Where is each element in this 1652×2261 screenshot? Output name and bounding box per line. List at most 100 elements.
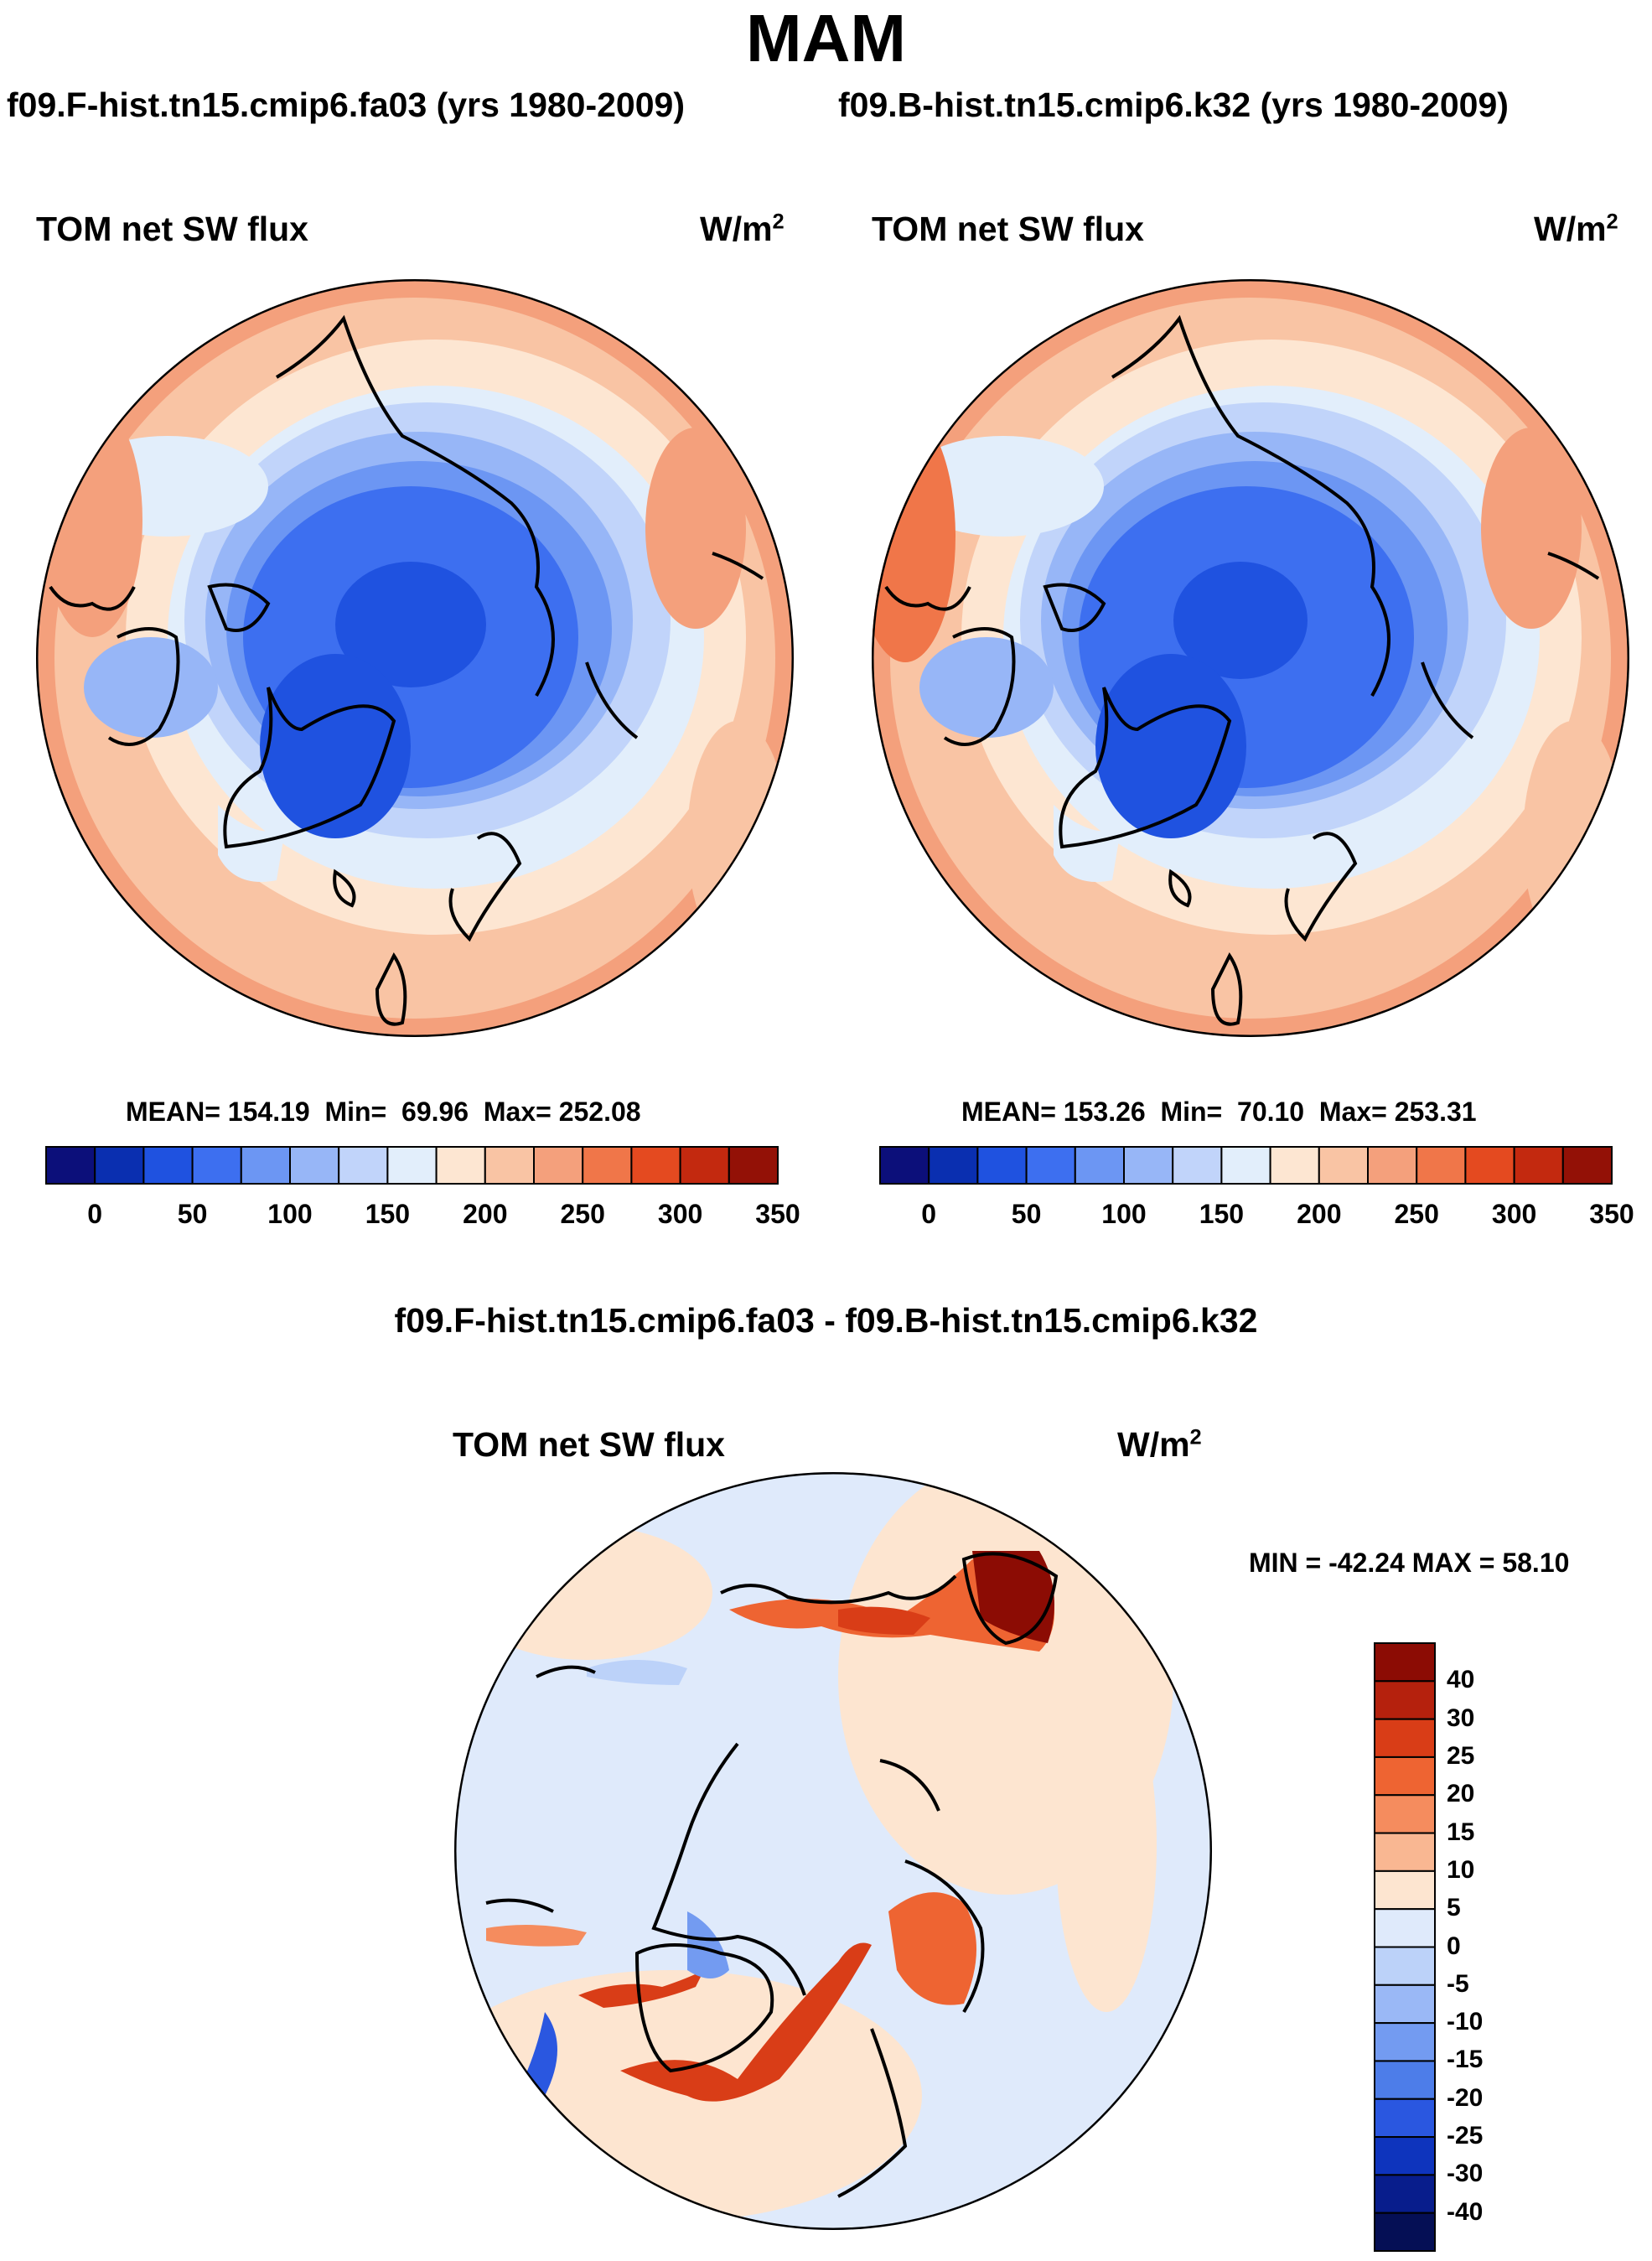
diff-title: f09.F-hist.tn15.cmip6.fa03 - f09.B-hist.…	[394, 1301, 1258, 1340]
variable-label-right: TOM net SW flux	[872, 210, 1144, 248]
colorbar-swatch	[582, 1146, 633, 1185]
case-label-left: f09.F-hist.tn15.cmip6.fa03 (yrs 1980-200…	[7, 86, 685, 124]
colorbar-tick-label: 200	[1297, 1199, 1342, 1229]
colorbar-swatch	[1374, 2174, 1436, 2214]
stat-max-right: 253.31	[1394, 1097, 1477, 1127]
colorbar-swatch	[1172, 1146, 1223, 1185]
colorbar-tick-label: -15	[1447, 2046, 1484, 2074]
colorbar-tick-label: 20	[1447, 1780, 1475, 1808]
stat-mean-right: 153.26	[1063, 1097, 1146, 1127]
colorbar-tick-label: 350	[755, 1199, 800, 1229]
colorbar-swatch	[1374, 1794, 1436, 1834]
colorbar-tick-label: 300	[657, 1199, 703, 1229]
colorbar-tick-label: 5	[1447, 1894, 1461, 1922]
stat-max-left: 252.08	[558, 1097, 641, 1127]
colorbar-tick-label: -40	[1447, 2197, 1484, 2226]
stats-left: MEAN= 154.19 Min= 69.96 Max= 252.08	[126, 1097, 641, 1127]
colorbar-swatch	[94, 1146, 145, 1185]
colorbar-swatch	[1374, 2136, 1436, 2176]
colorbar-swatch	[1374, 2022, 1436, 2062]
colorbar-swatch	[1374, 1718, 1436, 1758]
colorbar-swatch	[1374, 1908, 1436, 1948]
colorbar-swatch	[289, 1146, 340, 1185]
colorbar-tick-label: -30	[1447, 2160, 1484, 2188]
colorbar-diff	[1374, 1642, 1436, 2252]
colorbar-swatch	[1374, 2098, 1436, 2139]
colorbar-swatch	[1374, 1946, 1436, 1986]
variable-label-left: TOM net SW flux	[36, 210, 308, 248]
colorbar-tick-label: 150	[1199, 1199, 1245, 1229]
figure-title: MAM	[745, 1, 907, 75]
colorbar-tick-label: 0	[1447, 1932, 1461, 1960]
colorbar-swatch	[1374, 1680, 1436, 1720]
colorbar-swatch	[1374, 2060, 1436, 2100]
colorbar-swatch	[191, 1146, 242, 1185]
colorbar-swatch	[1074, 1146, 1126, 1185]
colorbar-swatch	[386, 1146, 438, 1185]
colorbar-tick-label: 100	[267, 1199, 313, 1229]
colorbar-swatch	[879, 1146, 930, 1185]
colorbar-swatch	[142, 1146, 194, 1185]
colorbar-tick-label: 40	[1447, 1666, 1475, 1694]
colorbar-left	[45, 1146, 779, 1185]
map-right	[872, 279, 1629, 1037]
colorbar-swatch	[976, 1146, 1028, 1185]
colorbar-tick-label: 25	[1447, 1741, 1475, 1770]
stats-right: MEAN= 153.26 Min= 70.10 Max= 253.31	[961, 1097, 1477, 1127]
colorbar-tick-label: 15	[1447, 1818, 1475, 1846]
colorbar-swatch	[1561, 1146, 1613, 1185]
colorbar-swatch	[679, 1146, 730, 1185]
variable-label-diff: TOM net SW flux	[453, 1425, 725, 1464]
colorbar-tick-label: -5	[1447, 1969, 1469, 1998]
colorbar-swatch	[240, 1146, 291, 1185]
colorbar-tick-label: 10	[1447, 1855, 1475, 1884]
colorbar-swatch	[1220, 1146, 1271, 1185]
colorbar-swatch	[1374, 1832, 1436, 1872]
units-label-diff: W/m2	[1117, 1425, 1202, 1464]
colorbar-tick-label: 150	[365, 1199, 411, 1229]
colorbar-tick-label: 30	[1447, 1704, 1475, 1732]
colorbar-tick-label: 300	[1491, 1199, 1537, 1229]
colorbar-swatch	[1374, 1984, 1436, 2025]
colorbar-tick-label: 100	[1101, 1199, 1147, 1229]
colorbar-tick-label: 250	[1394, 1199, 1439, 1229]
colorbar-swatch	[1318, 1146, 1370, 1185]
colorbar-swatch	[1416, 1146, 1467, 1185]
units-label-right: W/m2	[1534, 210, 1618, 248]
colorbar-tick-label: 0	[87, 1199, 103, 1229]
units-label-left: W/m2	[700, 210, 785, 248]
colorbar-tick-label: 0	[921, 1199, 937, 1229]
colorbar-swatch	[1374, 1642, 1436, 1683]
colorbar-swatch	[533, 1146, 584, 1185]
map-diff	[454, 1472, 1212, 2230]
diff-minmax: MIN = -42.24 MAX = 58.10	[1249, 1548, 1570, 1578]
colorbar-tick-label: 50	[177, 1199, 208, 1229]
colorbar-tick-label: 200	[463, 1199, 508, 1229]
colorbar-swatch	[728, 1146, 779, 1185]
colorbar-swatch	[1269, 1146, 1320, 1185]
colorbar-right	[879, 1146, 1613, 1185]
colorbar-swatch	[1464, 1146, 1515, 1185]
colorbar-tick-label: -10	[1447, 2008, 1484, 2036]
case-label-right: f09.B-hist.tn15.cmip6.k32 (yrs 1980-2009…	[838, 86, 1509, 124]
colorbar-swatch	[338, 1146, 389, 1185]
colorbar-tick-label: -20	[1447, 2083, 1484, 2112]
stat-min-left: 69.96	[401, 1097, 469, 1127]
colorbar-swatch	[1123, 1146, 1174, 1185]
stat-mean-left: 154.19	[227, 1097, 310, 1127]
colorbar-tick-label: 250	[560, 1199, 605, 1229]
colorbar-swatch	[1374, 1755, 1436, 1797]
colorbar-swatch	[1025, 1146, 1076, 1185]
colorbar-swatch	[928, 1146, 979, 1185]
colorbar-swatch	[1374, 2212, 1436, 2252]
colorbar-swatch	[630, 1146, 681, 1185]
colorbar-swatch	[45, 1146, 96, 1185]
colorbar-tick-label: 350	[1589, 1199, 1634, 1229]
colorbar-tick-label: 50	[1011, 1199, 1042, 1229]
colorbar-swatch	[1374, 1869, 1436, 1911]
map-left	[36, 279, 794, 1037]
colorbar-tick-label: -25	[1447, 2122, 1484, 2150]
colorbar-swatch	[1513, 1146, 1564, 1185]
